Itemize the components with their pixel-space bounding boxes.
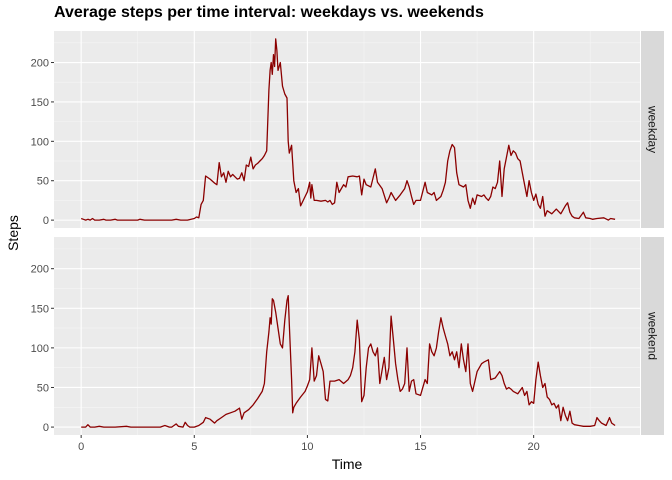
strip-label-weekday: weekday <box>646 105 660 153</box>
y-tick-label: 100 <box>31 343 49 355</box>
series-line-weekend <box>81 294 616 428</box>
y-tick-label: 200 <box>31 264 49 276</box>
x-axis-title: Time <box>332 456 363 472</box>
x-tick-label: 10 <box>301 441 313 453</box>
strip-label-weekend: weekend <box>646 311 660 360</box>
y-axis-title: Steps <box>5 215 21 251</box>
y-tick-label: 0 <box>43 215 49 227</box>
x-tick-label: 20 <box>528 441 540 453</box>
x-tick-label: 0 <box>78 441 84 453</box>
panel-weekday <box>54 31 640 228</box>
strip-weekend <box>641 237 664 435</box>
y-tick-label: 50 <box>37 382 49 394</box>
y-tick-label: 100 <box>31 136 49 148</box>
y-tick-label: 0 <box>43 422 49 434</box>
y-tick-label: 150 <box>31 97 49 109</box>
y-tick-label: 150 <box>31 303 49 315</box>
series-line-weekday <box>80 38 616 221</box>
x-tick-label: 5 <box>191 441 197 453</box>
strip-weekday <box>641 31 664 228</box>
chart-title: Average steps per time interval: weekday… <box>54 4 484 21</box>
panel-weekend <box>54 237 640 435</box>
y-tick-label: 200 <box>31 58 49 70</box>
y-tick-label: 50 <box>37 176 49 188</box>
x-tick-label: 15 <box>414 441 426 453</box>
